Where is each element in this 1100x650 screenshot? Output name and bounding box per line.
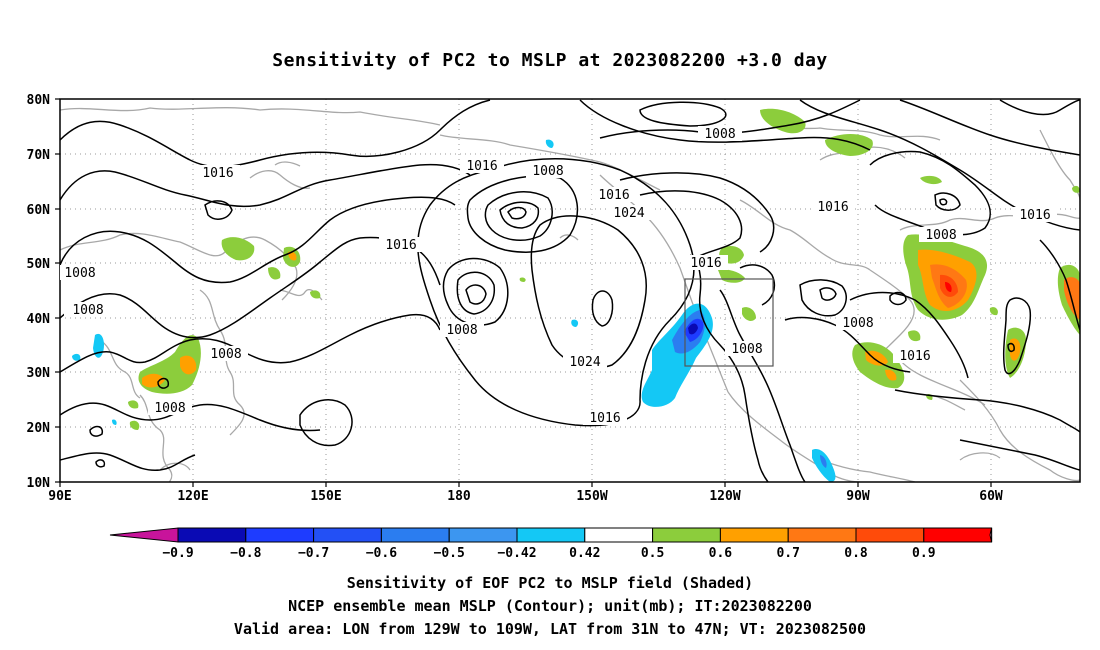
lat-label: 50N	[27, 257, 51, 272]
map-title: Sensitivity of PC2 to MSLP at 2023082200…	[272, 50, 828, 71]
contour-label: 1024	[613, 206, 644, 221]
colorbar-triangle-low	[109, 527, 179, 543]
contour-label: 1008	[532, 164, 563, 179]
colorbar-triangle-high	[989, 527, 993, 543]
valid-area-box	[684, 278, 774, 367]
contour-label: 1008	[154, 401, 185, 416]
latitude-labels: 80N 70N 60N 50N 40N 30N 20N 10N	[27, 93, 51, 491]
colorbar-label: −0.6	[366, 546, 397, 561]
lat-label: 60N	[27, 203, 51, 218]
lat-label: 80N	[27, 93, 51, 108]
lat-label: 10N	[27, 476, 51, 491]
caption-line-2: NCEP ensemble mean MSLP (Contour); unit(…	[288, 597, 812, 615]
colorbar-label: −0.5	[434, 546, 465, 561]
contour-label: 1008	[925, 228, 956, 243]
lat-label: 30N	[27, 366, 51, 381]
contour-label: 1016	[385, 238, 416, 253]
map-background	[60, 99, 1080, 482]
colorbar-segment	[448, 527, 518, 543]
caption-line-1: Sensitivity of EOF PC2 to MSLP field (Sh…	[346, 574, 754, 592]
colorbar-segment	[177, 527, 247, 543]
lon-label: 90W	[846, 489, 870, 504]
lon-label: 180	[447, 489, 471, 504]
colorbar-label: −0.8	[230, 546, 261, 561]
mslp-contours	[60, 99, 1080, 482]
contour-label: 1016	[817, 200, 848, 215]
colorbar-segment	[584, 527, 654, 543]
colorbar-label: 0.8	[844, 546, 868, 561]
lon-label: 60W	[979, 489, 1003, 504]
axis-ticks	[55, 98, 992, 487]
contour-label: 1008	[210, 347, 241, 362]
colorbar-segment	[516, 527, 586, 543]
contour-label: 1008	[842, 316, 873, 331]
lon-label: 150W	[576, 489, 607, 504]
contour-label: 1008	[446, 323, 477, 338]
colorbar-label: −0.42	[497, 546, 536, 561]
colorbar-segment	[923, 527, 993, 543]
contour-label: 1016	[598, 188, 629, 203]
longitude-labels: 90E 120E 150E 180 150W 120W 90W 60W	[48, 489, 1003, 504]
contour-labels: 1016 1016 1008 1008 1016 1024 1008 1016 …	[60, 126, 1057, 426]
colorbar-segment	[787, 527, 857, 543]
caption-line-3: Valid area: LON from 129W to 109W, LAT f…	[233, 620, 867, 638]
colorbar-label: −0.9	[162, 546, 193, 561]
lon-label: 120W	[709, 489, 740, 504]
contour-label: 1016	[1019, 208, 1050, 223]
lat-label: 20N	[27, 421, 51, 436]
lon-label: 120E	[177, 489, 208, 504]
contour-label: 1016	[466, 159, 497, 174]
contour-label: 1008	[72, 303, 103, 318]
lon-label: 90E	[48, 489, 71, 504]
contour-label: 1024	[569, 355, 600, 370]
lon-label: 150E	[310, 489, 341, 504]
colorbar-label: −0.7	[298, 546, 329, 561]
contour-label: 1008	[64, 266, 95, 281]
colorbar-label: 0.6	[709, 546, 733, 561]
colorbar-label: 0.7	[776, 546, 799, 561]
colorbar: −0.9 −0.8 −0.7 −0.6 −0.5 −0.42 0.42 0.5 0.6 0.7 0.…	[109, 527, 993, 561]
colorbar-label: 0.5	[641, 546, 664, 561]
colorbar-label: 0.9	[912, 546, 935, 561]
colorbar-label: 0.42	[569, 546, 600, 561]
colorbar-segment	[245, 527, 315, 543]
contour-label: 1016	[899, 349, 930, 364]
colorbar-segment	[719, 527, 789, 543]
contour-label: 1016	[690, 256, 721, 271]
colorbar-segment	[652, 527, 721, 543]
map-frame	[59, 98, 1081, 483]
colorbar-segment	[313, 527, 382, 543]
contour-label: 1016	[589, 411, 620, 426]
lat-label: 70N	[27, 148, 51, 163]
lat-label: 40N	[27, 312, 51, 327]
contour-label: 1016	[202, 166, 233, 181]
contour-label: 1008	[731, 342, 762, 357]
colorbar-segment	[855, 527, 925, 543]
colorbar-segment	[380, 527, 450, 543]
contour-label: 1008	[704, 127, 735, 142]
